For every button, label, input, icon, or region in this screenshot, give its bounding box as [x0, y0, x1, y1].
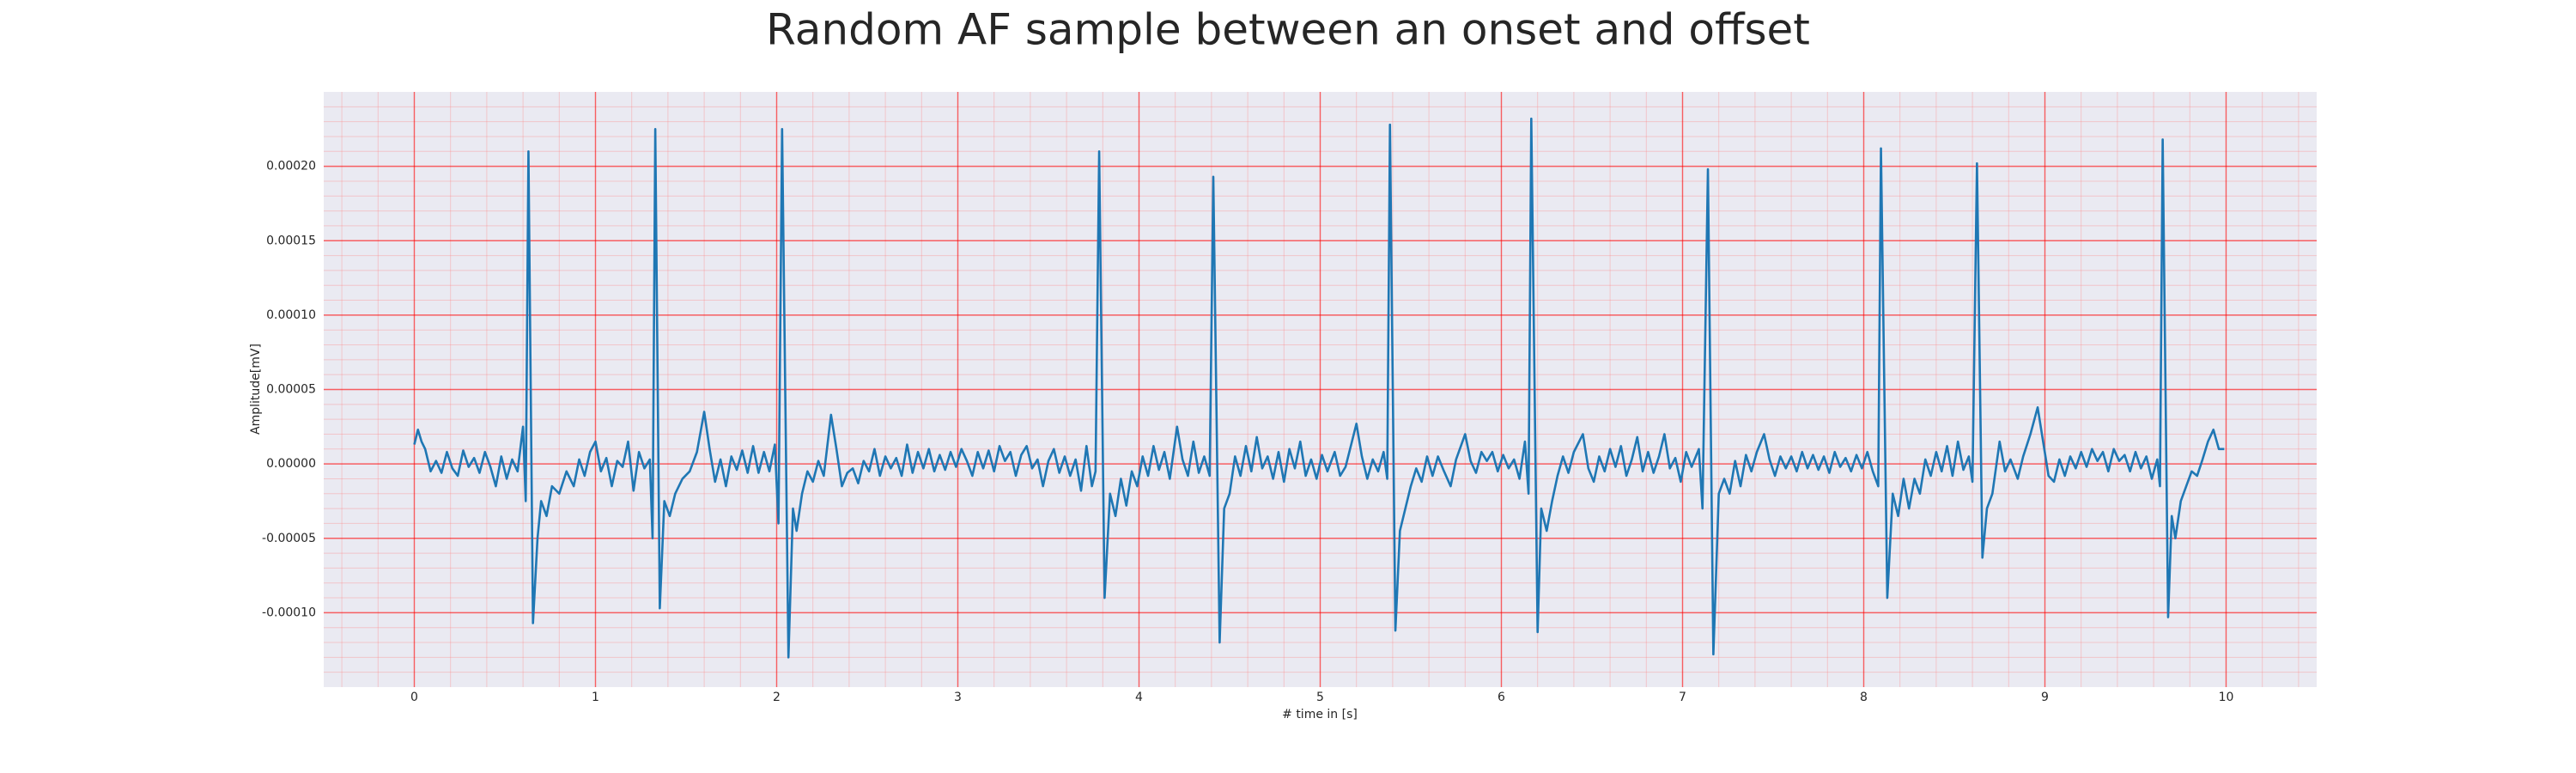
- x-tick-label: 5: [1316, 691, 1324, 704]
- x-tick-label: 9: [2041, 691, 2049, 704]
- y-axis-label: Amplitude[mV]: [249, 344, 263, 435]
- x-tick-label: 4: [1135, 691, 1143, 704]
- x-tick-label: 8: [1860, 691, 1868, 704]
- y-tick-label: 0.00000: [266, 457, 316, 471]
- y-tick-label: 0.00005: [266, 383, 316, 397]
- x-axis-label: # time in [s]: [1282, 708, 1358, 721]
- x-tick-label: 3: [954, 691, 962, 704]
- x-tick-label: 6: [1498, 691, 1505, 704]
- y-tick-label: 0.00020: [266, 160, 316, 173]
- x-tick-label: 7: [1679, 691, 1686, 704]
- y-tick-label: 0.00015: [266, 234, 316, 247]
- y-tick-label: 0.00010: [266, 308, 316, 322]
- x-tick-label: 10: [2219, 691, 2234, 704]
- y-tick-label: -0.00010: [262, 606, 316, 619]
- data-line: [413, 117, 2225, 659]
- y-tick-label: -0.00005: [262, 532, 316, 545]
- chart-title: Random AF sample between an onset and of…: [766, 5, 1810, 55]
- x-tick-label: 1: [592, 691, 599, 704]
- x-tick-label: 2: [773, 691, 781, 704]
- x-tick-label: 0: [410, 691, 418, 704]
